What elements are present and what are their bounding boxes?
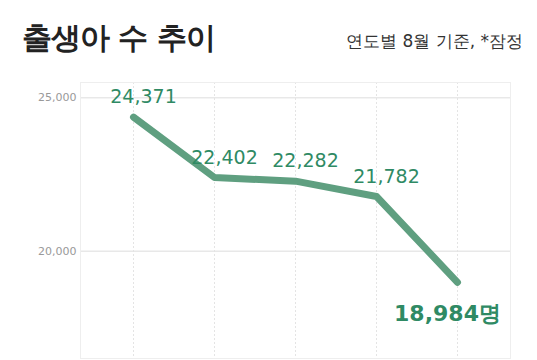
svg-text:24,371: 24,371 [110,85,176,107]
html-text:출생아 수 추이: 출생아 수 추이 [22,20,215,55]
svg-text:21,782: 21,782 [353,165,419,187]
svg-text:22,402: 22,402 [191,146,257,168]
svg-text:18,984명: 18,984명 [394,301,501,326]
svg-text:25,000: 25,000 [38,91,77,104]
svg-text:22,282: 22,282 [272,149,338,171]
html-text:연도별 8월 기준, *잠정: 연도별 8월 기준, *잠정 [346,31,523,51]
svg-text:20,000: 20,000 [38,245,77,258]
